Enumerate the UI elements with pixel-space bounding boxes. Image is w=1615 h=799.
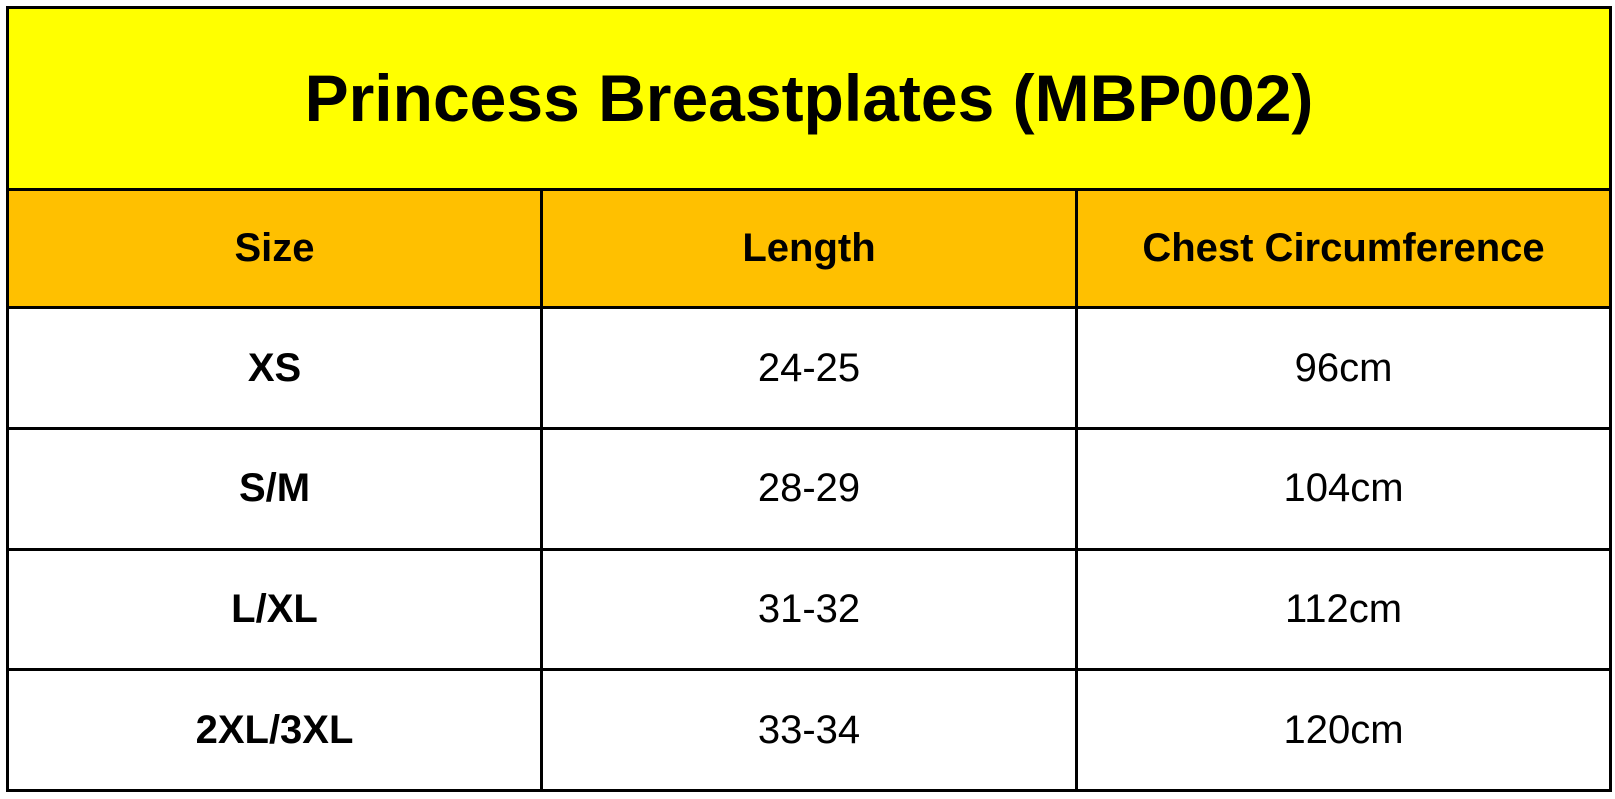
chest-cell: 120cm [1075,668,1612,792]
header-length: Length [540,187,1078,310]
length-cell: 33-34 [540,668,1078,792]
table-row: XS 24-25 96cm [6,306,1612,430]
length-cell: 31-32 [540,547,1078,672]
table-row: S/M 28-29 104cm [6,426,1612,551]
header-chest-circumference: Chest Circumference [1075,187,1612,310]
table-row: 2XL/3XL 33-34 120cm [6,668,1612,792]
chart-title: Princess Breastplates (MBP002) [6,6,1612,191]
length-cell: 28-29 [540,426,1078,551]
length-cell: 24-25 [540,306,1078,430]
header-size: Size [6,187,543,310]
size-cell: XS [6,306,543,430]
chest-cell: 104cm [1075,426,1612,551]
title-row: Princess Breastplates (MBP002) [6,6,1612,191]
table-row: L/XL 31-32 112cm [6,547,1612,672]
size-chart-table: Princess Breastplates (MBP002) Size Leng… [6,6,1612,792]
size-cell: 2XL/3XL [6,668,543,792]
header-row: Size Length Chest Circumference [6,187,1612,310]
size-cell: S/M [6,426,543,551]
size-cell: L/XL [6,547,543,672]
chest-cell: 112cm [1075,547,1612,672]
chest-cell: 96cm [1075,306,1612,430]
